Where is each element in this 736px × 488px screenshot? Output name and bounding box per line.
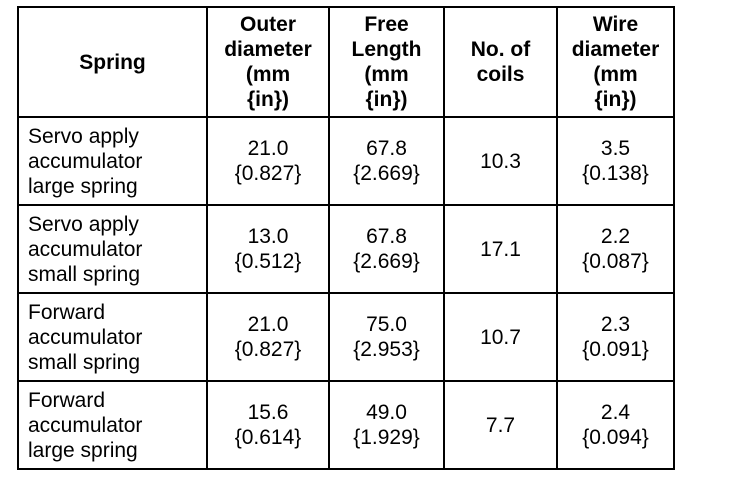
spring-name-cell: Servo apply accumulator large spring: [17, 116, 208, 206]
table-row: Forward accumulator small spring 21.0 {0…: [17, 292, 675, 382]
wire-diameter-cell: 3.5 {0.138}: [556, 116, 675, 206]
free-length-cell: 67.8 {2.669}: [328, 116, 445, 206]
header-free-length: Free Length (mm {in}): [328, 6, 445, 118]
coils-cell: 17.1: [443, 204, 558, 294]
header-no-of-coils: No. of coils: [443, 6, 558, 118]
outer-diameter-cell: 13.0 {0.512}: [206, 204, 330, 294]
coils-cell: 10.3: [443, 116, 558, 206]
header-spring: Spring: [17, 6, 208, 118]
table-body: Servo apply accumulator large spring 21.…: [17, 116, 675, 470]
free-length-cell: 49.0 {1.929}: [328, 380, 445, 470]
header-outer-diameter: Outer diameter (mm {in}): [206, 6, 330, 118]
spring-spec-table: Spring Outer diameter (mm {in}) Free Len…: [17, 6, 675, 470]
spring-name-cell: Servo apply accumulator small spring: [17, 204, 208, 294]
wire-diameter-cell: 2.4 {0.094}: [556, 380, 675, 470]
coils-cell: 10.7: [443, 292, 558, 382]
outer-diameter-cell: 21.0 {0.827}: [206, 292, 330, 382]
spring-name-cell: Forward accumulator large spring: [17, 380, 208, 470]
free-length-cell: 75.0 {2.953}: [328, 292, 445, 382]
header-row: Spring Outer diameter (mm {in}) Free Len…: [17, 6, 675, 118]
table-row: Forward accumulator large spring 15.6 {0…: [17, 380, 675, 470]
table-row: Servo apply accumulator small spring 13.…: [17, 204, 675, 294]
table-row: Servo apply accumulator large spring 21.…: [17, 116, 675, 206]
outer-diameter-cell: 15.6 {0.614}: [206, 380, 330, 470]
wire-diameter-cell: 2.3 {0.091}: [556, 292, 675, 382]
wire-diameter-cell: 2.2 {0.087}: [556, 204, 675, 294]
coils-cell: 7.7: [443, 380, 558, 470]
table-header: Spring Outer diameter (mm {in}) Free Len…: [17, 6, 675, 118]
header-wire-diameter: Wire diameter (mm {in}): [556, 6, 675, 118]
spring-name-cell: Forward accumulator small spring: [17, 292, 208, 382]
free-length-cell: 67.8 {2.669}: [328, 204, 445, 294]
outer-diameter-cell: 21.0 {0.827}: [206, 116, 330, 206]
